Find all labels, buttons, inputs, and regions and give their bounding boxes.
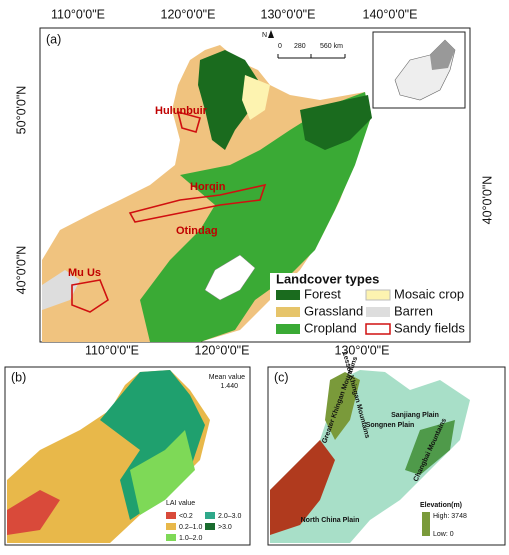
mean-value: 1.440	[220, 383, 238, 390]
lai-lowest	[7, 490, 60, 535]
panel-label: (a)	[46, 32, 61, 46]
lon-label: 120°0'0"E	[161, 7, 216, 21]
legend-label: 2.0–3.0	[218, 513, 241, 520]
lon-label: 110°0'0"E	[51, 7, 105, 21]
scale-label: 0	[278, 43, 282, 50]
legend-swatch	[205, 523, 215, 530]
legend-label: >3.0	[218, 524, 232, 531]
elevation-mountains	[325, 372, 360, 440]
lon-label: 110°0'0"E	[85, 343, 139, 357]
legend-label: <0.2	[179, 513, 193, 520]
legend-swatch	[276, 307, 300, 317]
legend-title: Landcover types	[276, 271, 379, 286]
sandy-fields	[71, 110, 267, 313]
legend-swatch	[276, 290, 300, 300]
panel-a	[39, 27, 471, 343]
legend-swatch	[205, 512, 215, 519]
legend-swatch	[365, 289, 391, 301]
scale-label: 560 km	[320, 43, 343, 50]
place-label: Horqin	[190, 181, 226, 193]
place-label: Songnen Plain	[366, 422, 415, 429]
legend-swatch	[365, 323, 391, 335]
elevation-ramp	[422, 512, 430, 536]
panel-b	[4, 366, 251, 546]
place-label: Hulunbuir	[155, 105, 208, 117]
legend-label: Cropland	[304, 320, 357, 335]
lat-label: 40°0'0"N	[14, 246, 28, 295]
barren-area	[42, 270, 80, 310]
place-label: Otindag	[176, 225, 218, 237]
panel-label: (c)	[274, 370, 289, 384]
elevation-high	[270, 440, 335, 535]
cropland-area	[140, 92, 370, 342]
panel-c	[267, 366, 506, 546]
elevation-changbai	[405, 420, 455, 475]
legend-label: Low: 0	[433, 531, 454, 538]
forest-area	[198, 50, 258, 150]
legend-label: 0.2–1.0	[179, 524, 202, 531]
legend-title: LAI value	[166, 500, 195, 507]
lon-label: 140°0'0"E	[363, 7, 418, 21]
legend-label: Mosaic crop	[394, 286, 464, 301]
lai-high	[100, 370, 205, 520]
scale-label: 280	[294, 43, 306, 50]
legend-label: 1.0–2.0	[179, 535, 202, 542]
lon-label: 130°0'0"E	[261, 7, 316, 21]
lat-label: 40°0'0"N	[480, 176, 494, 225]
legend-swatch	[166, 534, 176, 541]
mosaic-crop-area	[242, 75, 270, 120]
inset-highlight	[430, 40, 455, 70]
lat-label: 50°0'0"N	[14, 86, 28, 135]
lon-label: 130°0'0"E	[335, 343, 390, 357]
legend-swatch	[366, 307, 390, 317]
place-label: Sanjiang Plain	[391, 412, 439, 419]
forest-area-east	[300, 95, 372, 150]
legend-label: Sandy fields	[394, 320, 465, 335]
place-label: North China Plain	[301, 517, 360, 524]
legend-label: Grassland	[304, 303, 363, 318]
legend-label: Forest	[304, 286, 341, 301]
place-label: Mu Us	[68, 267, 101, 279]
north-arrow	[268, 30, 274, 38]
panel-label: (b)	[11, 370, 26, 384]
legend-swatch	[166, 523, 176, 530]
north-label: N	[262, 32, 267, 39]
mean-title: Mean value	[209, 374, 245, 381]
legend-title: Elevation(m)	[420, 502, 462, 509]
legend-swatch	[276, 324, 300, 334]
legend-swatch	[166, 512, 176, 519]
legend-label: Barren	[394, 303, 433, 318]
lon-label: 120°0'0"E	[195, 343, 250, 357]
lai-mid	[130, 430, 195, 515]
legend-label: High: 3748	[433, 513, 467, 520]
sea	[204, 254, 256, 301]
